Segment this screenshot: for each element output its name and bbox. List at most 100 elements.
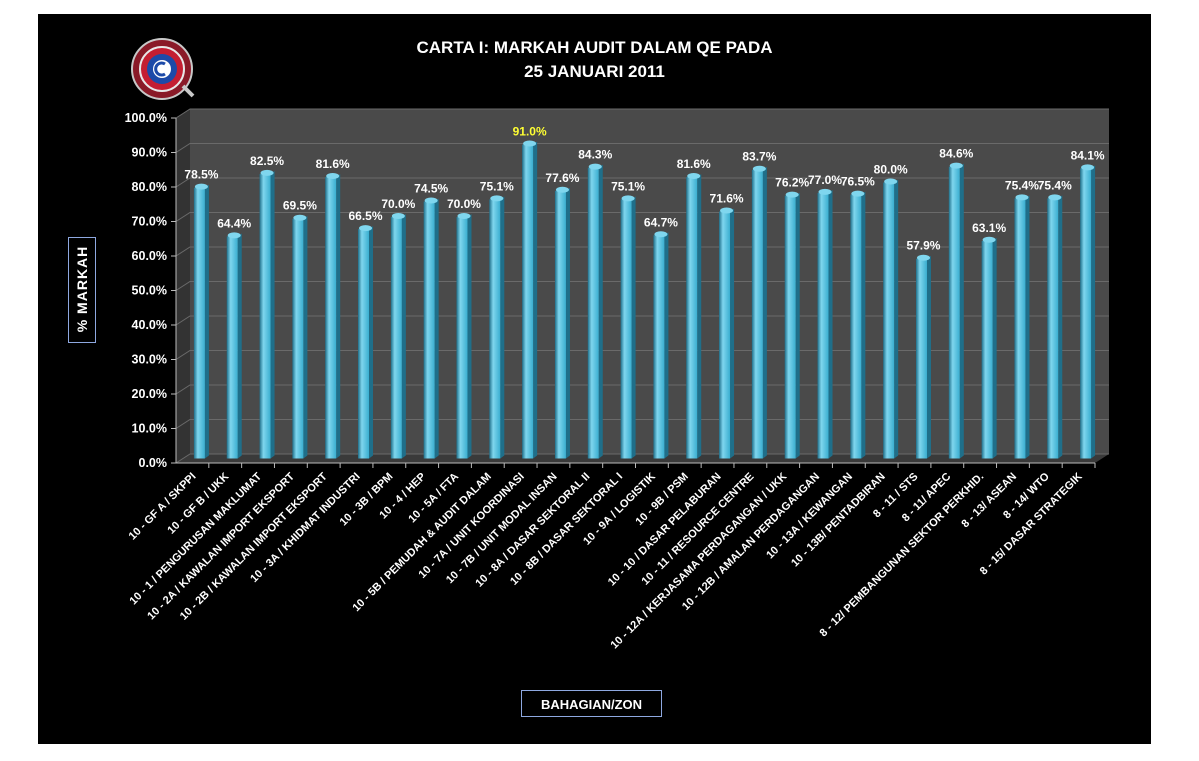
bar xyxy=(587,167,599,459)
data-label: 84.1% xyxy=(1071,148,1105,162)
bar-top xyxy=(391,213,405,219)
bar-side xyxy=(565,187,570,459)
chart-title-line1: CARTA I: MARKAH AUDIT DALAM QE PADA xyxy=(416,38,773,57)
bar-top xyxy=(194,183,208,190)
bar-top xyxy=(884,178,898,185)
bar-side xyxy=(533,141,538,459)
logo xyxy=(129,36,195,107)
bar-top xyxy=(687,172,701,179)
gridline xyxy=(175,419,1109,429)
bar-side xyxy=(237,233,242,459)
bar xyxy=(193,187,205,459)
bar xyxy=(522,144,534,459)
bar xyxy=(915,258,927,459)
gridline xyxy=(175,143,1109,153)
bar xyxy=(325,176,337,459)
data-label: 77.6% xyxy=(545,171,579,185)
bar-side xyxy=(500,196,505,459)
bar-top xyxy=(621,195,635,202)
bar xyxy=(489,199,501,459)
y-tick-label: 80.0% xyxy=(132,180,167,194)
bar-top xyxy=(949,162,963,169)
y-tick-label: 50.0% xyxy=(132,284,167,298)
bar-side xyxy=(434,198,439,459)
chart-title-line2: 25 JANUARI 2011 xyxy=(524,62,665,81)
data-label: 71.6% xyxy=(710,191,744,205)
y-tick-label: 40.0% xyxy=(132,318,167,332)
bar-side xyxy=(762,166,767,459)
bar-side xyxy=(336,173,341,459)
data-label: 70.0% xyxy=(381,197,415,211)
data-label: 75.1% xyxy=(480,179,514,193)
bar xyxy=(1047,198,1059,459)
y-tick-label: 70.0% xyxy=(132,215,167,229)
bar-top xyxy=(490,195,504,202)
gridline xyxy=(175,315,1109,326)
bar-top xyxy=(1048,194,1062,201)
bar-top xyxy=(982,236,996,243)
bar-top xyxy=(227,232,241,239)
bar-side xyxy=(795,192,800,459)
y-tick-label: 100.0% xyxy=(125,111,167,125)
data-label: 64.7% xyxy=(644,215,678,229)
bar xyxy=(850,194,862,459)
bar xyxy=(390,217,402,459)
bar xyxy=(423,201,435,459)
data-label: 81.6% xyxy=(677,157,711,171)
y-tick-label: 10.0% xyxy=(132,422,167,436)
y-axis-label-box xyxy=(68,237,96,343)
gridline xyxy=(175,453,1109,464)
floor xyxy=(176,454,1109,463)
bar-top xyxy=(851,190,865,197)
bar-side xyxy=(598,164,603,459)
bar-top xyxy=(1081,164,1095,171)
data-label: 63.1% xyxy=(972,221,1006,235)
bar-side xyxy=(730,208,735,459)
bar-top xyxy=(260,169,274,176)
bar xyxy=(456,217,468,459)
bar-top xyxy=(359,225,373,232)
x-tick-label: 10 - 1 / PENGURUSAN MAKLUMAT xyxy=(127,470,264,607)
bar-top xyxy=(555,186,569,193)
bar-top xyxy=(654,231,668,238)
y-axis-label: % MARKAH xyxy=(74,245,90,333)
bar-top xyxy=(1015,194,1029,201)
bar-top xyxy=(818,188,832,195)
bar-side xyxy=(992,237,997,459)
bar-side xyxy=(631,196,636,459)
bar xyxy=(653,235,665,459)
bar-side xyxy=(369,226,374,459)
bar-top xyxy=(752,165,766,172)
bar-top xyxy=(457,213,471,219)
data-label: 75.1% xyxy=(611,179,645,193)
bar xyxy=(620,199,632,459)
bar-side xyxy=(828,189,833,459)
data-label: 82.5% xyxy=(250,154,284,168)
bar-top xyxy=(916,254,930,261)
y-tick-label: 0.0% xyxy=(139,456,168,470)
chart-title: CARTA I: MARKAH AUDIT DALAM QE PADA 25 J… xyxy=(38,36,1151,84)
data-label: 75.4% xyxy=(1005,178,1039,192)
bar xyxy=(358,229,370,459)
data-label: 69.5% xyxy=(283,199,317,213)
bar-side xyxy=(1058,195,1063,459)
gridline xyxy=(175,177,1109,188)
bar-side xyxy=(861,191,866,459)
y-tick-label: 30.0% xyxy=(132,353,167,367)
data-label: 74.5% xyxy=(414,181,448,195)
bar-side xyxy=(401,214,406,459)
bar xyxy=(226,236,238,459)
bar xyxy=(686,176,698,459)
data-label: 57.9% xyxy=(906,239,940,253)
bar-side xyxy=(926,255,931,459)
plot-area: 0.0% 10.0% 20.0% 30.0% 40.0% 50.0% 60.0% 70.0% 8… xyxy=(125,108,1109,651)
bar-side xyxy=(959,163,964,459)
data-label: 76.5% xyxy=(841,175,875,189)
y-tick-label: 60.0% xyxy=(132,249,167,263)
gridline xyxy=(175,108,1109,119)
bar-top xyxy=(326,172,340,179)
y-tick-label: 90.0% xyxy=(132,146,167,160)
bar xyxy=(292,218,304,459)
bar-top xyxy=(720,207,734,214)
bar xyxy=(1080,168,1092,459)
